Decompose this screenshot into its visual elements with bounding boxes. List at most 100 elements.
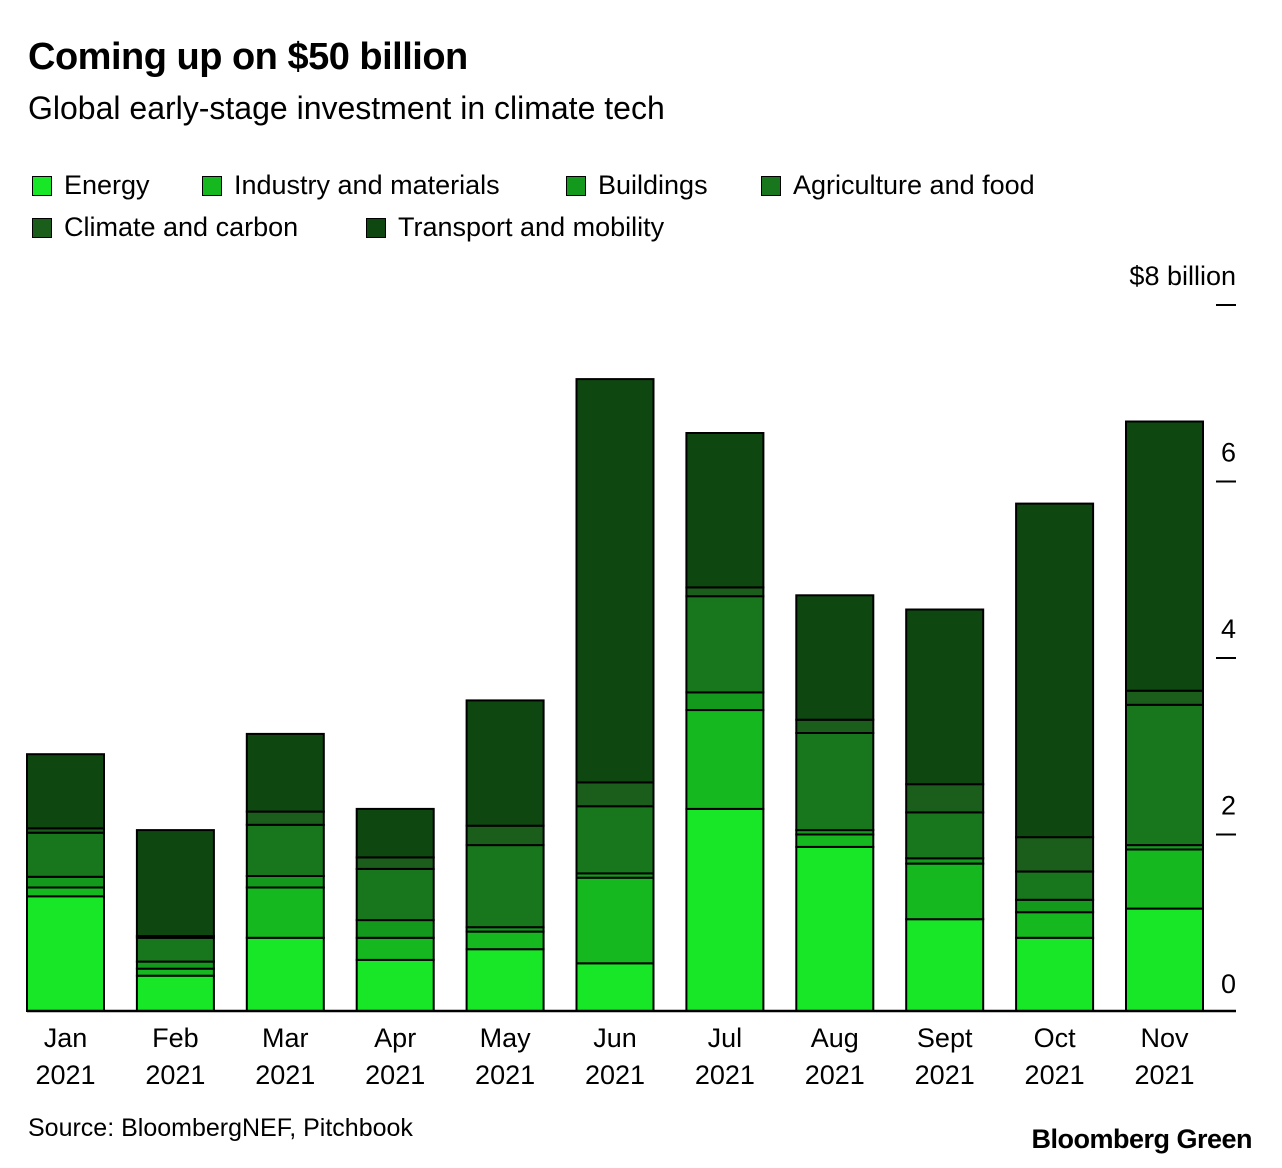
y-tick-label: $8 billion [1129, 261, 1236, 291]
legend-swatch-industry [202, 175, 222, 196]
bar-segment-6-5 [575, 781, 655, 808]
bar-segment-7-2 [685, 709, 765, 810]
bar-segment-10-3 [1015, 898, 1095, 914]
bar-segment-3-4 [245, 823, 325, 877]
source-note: Source: BloombergNEF, Pitchbook [28, 1114, 413, 1142]
legend-swatch-climate [32, 217, 52, 238]
x-tick-label-month: Sept [917, 1023, 973, 1053]
bar-segment-9-5 [905, 783, 985, 814]
bar-segment-6-6 [575, 378, 655, 784]
bar-segment-11-6 [1125, 420, 1204, 692]
x-tick-label-month: Nov [1140, 1023, 1189, 1053]
x-tick-label-year: 2021 [915, 1060, 975, 1090]
legend-label-climate: Climate and carbon [64, 212, 299, 242]
bars-group [26, 378, 1204, 1013]
bar-segment-5-1 [465, 948, 545, 1013]
x-tick-label-year: 2021 [365, 1060, 425, 1090]
x-tick-label-year: 2021 [255, 1060, 315, 1090]
bar-segment-10-2 [1015, 911, 1095, 939]
bar-segment-4-1 [355, 958, 435, 1012]
bar-segment-2-3 [135, 960, 215, 970]
bar-segment-10-1 [1015, 936, 1095, 1012]
bar-segment-1-6 [26, 753, 105, 830]
x-axis: Jan 2021 Feb 2021 Mar 2021 Apr 2021 May 2021 Jun 20… [27, 1009, 1236, 1090]
bar-segment-7-6 [685, 432, 765, 589]
bar-segment-4-6 [355, 807, 435, 859]
legend-label-transport: Transport and mobility [398, 212, 665, 242]
x-tick-label-year: 2021 [1025, 1060, 1085, 1090]
legend-swatch-agriculture [761, 175, 781, 196]
bar-segment-11-4 [1125, 703, 1204, 847]
chart-subtitle: Global early-stage investment in climate… [28, 90, 665, 126]
legend-swatch-energy [32, 175, 52, 196]
y-tick-label: 2 [1221, 791, 1236, 821]
x-tick-label-month: Jul [708, 1023, 743, 1053]
x-tick-label-year: 2021 [35, 1060, 95, 1090]
bar-segment-7-4 [685, 595, 765, 694]
bar-segment-3-3 [245, 875, 325, 889]
legend-swatch-transport [366, 217, 386, 238]
bar-segment-8-1 [795, 845, 875, 1013]
bar-segment-3-2 [245, 886, 325, 939]
y-tick-label: 6 [1221, 438, 1236, 468]
x-tick-label-year: 2021 [475, 1060, 535, 1090]
bar-segment-9-2 [905, 862, 985, 921]
bar-segment-7-3 [685, 691, 765, 712]
x-tick-label-month: Jan [44, 1023, 88, 1053]
legend-label-industry: Industry and materials [234, 170, 500, 200]
legend-item-climate: Climate and carbon [32, 212, 298, 243]
legend-item-transport: Transport and mobility [366, 212, 664, 243]
bar-segment-8-6 [795, 594, 875, 721]
bar-segment-11-2 [1125, 848, 1204, 910]
bar-segment-7-5 [685, 586, 765, 598]
x-tick-label-year: 2021 [145, 1060, 205, 1090]
y-tick-label: 4 [1221, 614, 1236, 644]
bar-segment-5-2 [465, 930, 545, 951]
bar-segment-1-1 [26, 895, 105, 1012]
chart-title: Coming up on $50 billion [28, 36, 468, 78]
bar-segment-1-4 [26, 831, 105, 878]
bar-segment-6-1 [575, 962, 655, 1012]
bar-segment-3-1 [245, 936, 325, 1012]
bar-segment-11-1 [1125, 907, 1204, 1012]
legend-item-agriculture: Agriculture and food [761, 170, 1035, 201]
bar-segment-10-5 [1015, 836, 1095, 873]
legend-swatch-buildings [566, 175, 586, 196]
legend-label-energy: Energy [64, 170, 150, 200]
bar-segment-4-2 [355, 936, 435, 961]
x-tick-label-month: May [480, 1023, 532, 1053]
bar-segment-2-1 [135, 974, 215, 1013]
bar-segment-3-5 [245, 810, 325, 826]
bar-segment-8-4 [795, 732, 875, 832]
bar-segment-6-4 [575, 805, 655, 875]
bar-segment-2-4 [135, 936, 215, 963]
bar-segment-9-4 [905, 811, 985, 860]
bar-segment-5-5 [465, 824, 545, 847]
x-tick-label-month: Apr [374, 1023, 416, 1053]
legend-item-buildings: Buildings [566, 170, 708, 201]
bar-segment-2-6 [135, 829, 215, 937]
bar-segment-4-4 [355, 867, 435, 922]
bar-segment-9-6 [905, 608, 985, 786]
x-tick-label-month: Jun [593, 1023, 637, 1053]
bar-segment-6-2 [575, 876, 655, 965]
legend-item-industry: Industry and materials [202, 170, 500, 201]
x-tick-label-month: Oct [1034, 1023, 1077, 1053]
bar-segment-7-1 [685, 807, 765, 1013]
bar-segment-5-4 [465, 844, 545, 929]
legend-item-energy: Energy [32, 170, 150, 201]
bar-segment-3-6 [245, 732, 325, 813]
y-tick-label: 0 [1221, 969, 1236, 999]
bar-segment-8-5 [795, 718, 875, 734]
bar-segment-1-2 [26, 886, 105, 898]
x-tick-label-month: Feb [152, 1023, 199, 1053]
bar-segment-1-3 [26, 875, 105, 889]
x-tick-label-month: Aug [811, 1023, 859, 1053]
x-tick-label-year: 2021 [1134, 1060, 1194, 1090]
bar-segment-8-2 [795, 833, 875, 848]
x-tick-label-year: 2021 [805, 1060, 865, 1090]
legend-label-agriculture: Agriculture and food [793, 170, 1035, 200]
bar-segment-5-6 [465, 699, 545, 827]
bar-segment-11-5 [1125, 689, 1204, 706]
